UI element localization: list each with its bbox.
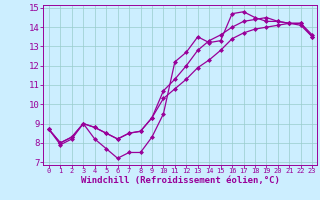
- X-axis label: Windchill (Refroidissement éolien,°C): Windchill (Refroidissement éolien,°C): [81, 176, 279, 185]
